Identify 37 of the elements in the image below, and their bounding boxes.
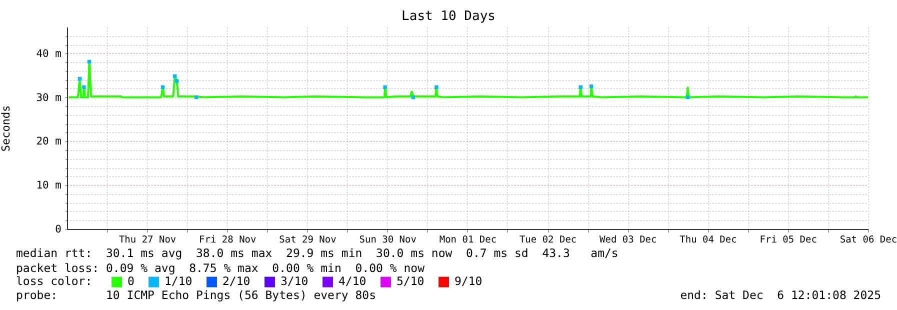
y-tick-label: 20 m [36,136,62,148]
y-tick-label: 40 m [36,48,62,60]
text: packet loss: 0.09 % avg 8.75 % max 0.00 % min 0.00 % now [16,261,425,275]
x-tick-label: Thu 27 Nov [118,234,176,246]
x-tick-label: Sun 30 Nov [359,234,417,246]
legend-label: 5/10 [396,274,424,288]
text: median rtt: 30.1 ms avg 38.0 ms max 29.9 ms min 30.0 ms now 0.7 ms sd 43.3 am/s [16,246,618,260]
point [383,85,387,90]
legend-label: 1/10 [164,274,192,288]
x-tick-label: Thu 04 Dec [680,234,737,246]
point [578,85,582,90]
x-tick-label: Mon 01 Dec [439,234,497,246]
y-axis-title: Seconds [0,105,12,152]
x-tick-label: Sat 29 Nov [279,234,337,246]
point [174,79,179,83]
x-tick-label: Wed 03 Dec [600,234,657,246]
legend-label: 3/10 [280,274,308,288]
x-tick-label: Sat 06 Dec [840,234,897,246]
y-tick-label: 10 m [36,180,62,192]
point [411,95,415,100]
point [194,95,198,100]
legend-title: loss color: [16,274,92,288]
text: probe: 10 ICMP Echo Pings (56 Bytes) every 80s [16,288,376,302]
x-tick-label: Tue 02 Dec [519,234,577,246]
line-series [68,60,869,98]
y-tick-label: 30 m [36,92,62,104]
legend-label: 9/10 [454,274,482,288]
y-tick-label: 0 [55,224,62,236]
legend-label: 2/10 [222,274,250,288]
x-tick-label: Fri 28 Nov [199,234,257,246]
chart-title: Last 10 Days [402,9,496,24]
legend-label: 4/10 [338,274,366,288]
legend-label: 0 [128,274,134,288]
text: end: Sat Dec 6 12:01:08 2025 [680,288,881,302]
x-tick-label: Fri 05 Dec [760,234,817,246]
point [82,85,86,90]
point [434,85,438,90]
